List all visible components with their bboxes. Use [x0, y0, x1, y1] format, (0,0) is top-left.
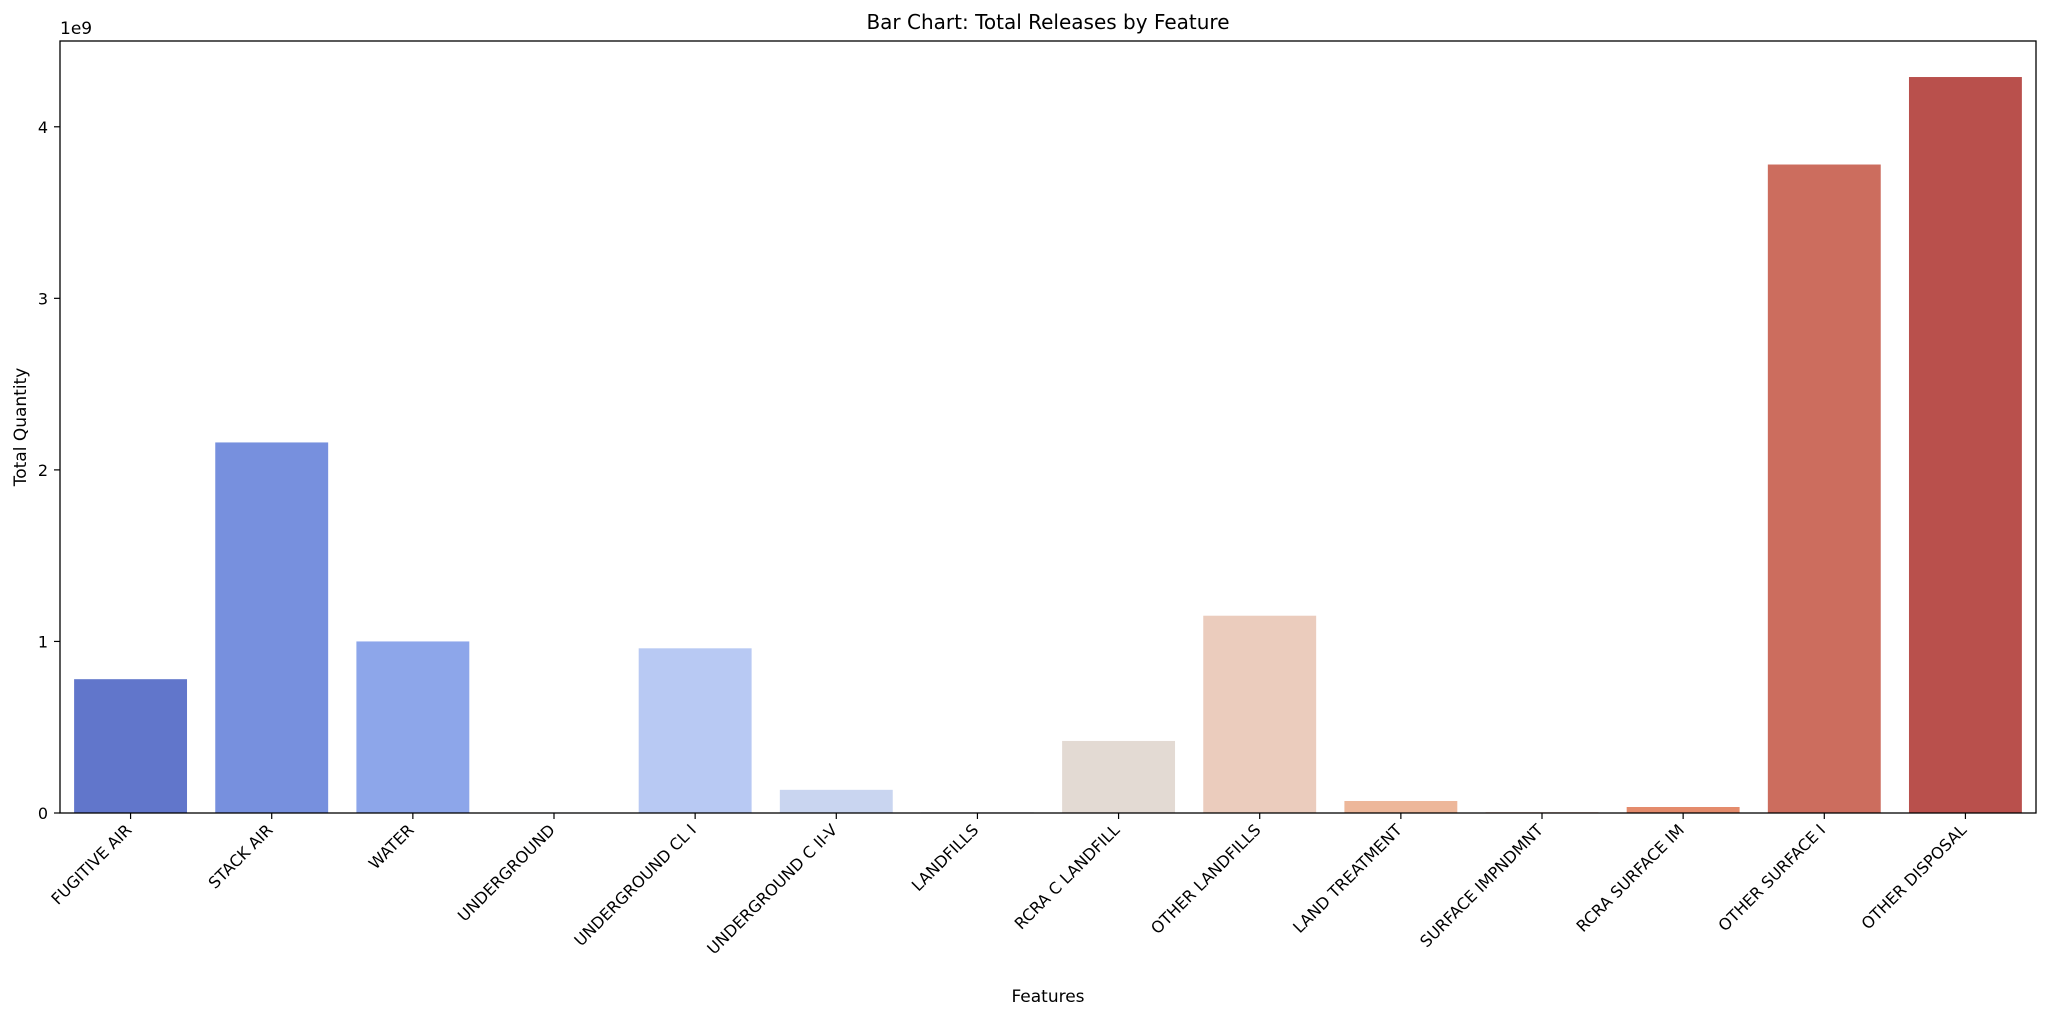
bar-stack-air — [215, 442, 329, 813]
y-axis-offset-label: 1e9 — [60, 19, 92, 39]
bar-rcra-surface-im — [1626, 807, 1740, 813]
bars-group — [74, 77, 2022, 813]
bar-land-treatment — [1344, 800, 1458, 813]
x-axis-ticks: FUGITIVE AIR STACK AIR WATER UNDERGROUND UND… — [47, 813, 1970, 958]
y-tick-label: 3 — [38, 289, 48, 308]
x-tick-label: UNDERGROUND CL I — [570, 820, 700, 950]
bar-water — [356, 641, 470, 813]
x-tick-label: OTHER LANDFILLS — [1147, 820, 1264, 937]
x-tick-label: RCRA SURFACE IM — [1573, 820, 1688, 935]
bar-underground-c-ii-v — [779, 789, 893, 813]
x-tick-label: SURFACE IMPNDMNT — [1416, 820, 1547, 951]
x-tick-label: LANDFILLS — [908, 820, 983, 895]
x-axis-label: Features — [1011, 987, 1084, 1007]
bar-other-surface-i — [1767, 164, 1881, 813]
x-tick-label: RCRA C LANDFILL — [1011, 820, 1124, 933]
x-tick-label: FUGITIVE AIR — [47, 820, 135, 908]
x-tick-label: WATER — [365, 820, 418, 873]
x-tick-label: OTHER SURFACE I — [1714, 820, 1829, 935]
x-tick-label: LAND TREATMENT — [1289, 820, 1406, 937]
x-tick-label: UNDERGROUND — [454, 820, 559, 925]
chart-title: Bar Chart: Total Releases by Feature — [866, 10, 1229, 34]
bar-underground-cl-i — [638, 648, 752, 813]
bar-other-disposal — [1908, 77, 2022, 813]
y-tick-label: 0 — [38, 804, 48, 823]
y-tick-label: 2 — [38, 461, 48, 480]
x-tick-label: OTHER DISPOSAL — [1857, 820, 1970, 933]
y-tick-label: 1 — [38, 632, 48, 651]
x-tick-label: STACK AIR — [204, 820, 276, 892]
y-axis-ticks: 0 1 2 3 4 — [38, 118, 60, 823]
bar-fugitive-air — [74, 679, 188, 813]
x-tick-label: UNDERGROUND C II-V — [703, 820, 841, 958]
y-axis-label: Total Quantity — [11, 368, 31, 488]
y-tick-label: 4 — [38, 118, 48, 137]
plot-frame — [59, 40, 2037, 814]
bar-other-landfills — [1203, 615, 1317, 813]
bar-rcra-c-landfill — [1062, 740, 1176, 813]
